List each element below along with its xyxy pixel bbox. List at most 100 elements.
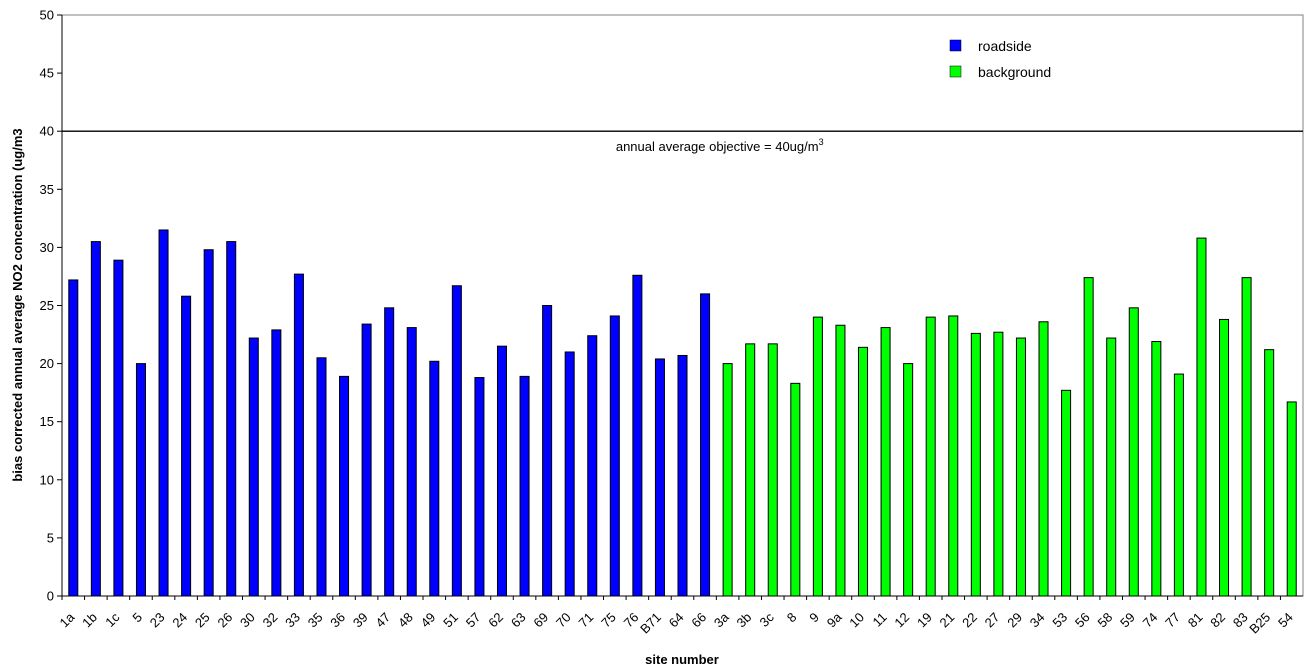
bar-54 xyxy=(1286,401,1297,597)
x-tick-label: 26 xyxy=(215,610,236,631)
x-tick-label: 3a xyxy=(711,609,732,630)
x-tick-label: 56 xyxy=(1072,610,1093,631)
bar-58 xyxy=(1106,337,1117,597)
bar-10 xyxy=(857,346,869,597)
bar-5 xyxy=(135,363,146,597)
bar-56 xyxy=(1083,277,1094,597)
y-tick-label: 0 xyxy=(47,589,54,604)
x-axis: 1a 1b 1c 5 23 24 25 26 30 32 33 35 36 39 47 48 49 51 57 62 6… xyxy=(57,595,1303,637)
objective-label-superscript: 3 xyxy=(819,137,824,147)
bar-1a xyxy=(68,279,79,597)
y-axis: 0 5 10 15 20 25 30 35 40 45 50 xyxy=(40,8,63,604)
x-tick-label: 47 xyxy=(372,610,393,631)
bar-66 xyxy=(700,293,711,597)
y-tick-label: 45 xyxy=(40,66,54,81)
x-tick-label: 77 xyxy=(1162,610,1183,631)
bar-74 xyxy=(1151,341,1162,597)
bar-22 xyxy=(970,332,981,597)
bar-1c xyxy=(113,259,124,597)
bar-3b xyxy=(745,343,756,597)
x-tick-label: 19 xyxy=(914,610,935,631)
x-tick-label: 59 xyxy=(1117,610,1138,631)
x-tick-label: 1c xyxy=(102,609,123,630)
legend-label-roadside: roadside xyxy=(978,38,1032,54)
bar-49 xyxy=(429,360,440,597)
bar-53 xyxy=(1061,389,1072,597)
bar-B71 xyxy=(654,358,665,597)
x-tick-label: 23 xyxy=(147,610,168,631)
x-tick-label: 81 xyxy=(1185,610,1206,631)
bar-8 xyxy=(790,382,801,597)
x-tick-label: 11 xyxy=(870,610,890,630)
x-tick-label: 71 xyxy=(576,610,597,631)
y-tick-label: 50 xyxy=(40,8,54,23)
x-tick-label: 8 xyxy=(784,610,800,626)
x-tick-label: 3c xyxy=(757,609,778,630)
bar-47 xyxy=(384,307,395,597)
x-tick-label: 32 xyxy=(260,610,281,631)
x-tick-label: 82 xyxy=(1207,610,1228,631)
x-tick-label: 1b xyxy=(79,610,100,631)
bar-82 xyxy=(1219,318,1230,597)
x-tick-label: 36 xyxy=(327,610,348,631)
x-tick-label: 66 xyxy=(688,610,709,631)
bar-11 xyxy=(880,327,891,597)
y-tick-label: 20 xyxy=(40,356,54,371)
objective-label: annual average objective = 40ug/m3 xyxy=(616,137,824,154)
bar-25 xyxy=(203,249,214,597)
x-axis-title: site number xyxy=(645,652,719,667)
x-tick-label: B71 xyxy=(637,610,664,637)
x-tick-label: 53 xyxy=(1049,610,1070,631)
bar-76 xyxy=(632,274,643,597)
legend-swatch-background xyxy=(949,65,962,78)
x-tick-label: 58 xyxy=(1094,610,1115,631)
x-tick-label: 1a xyxy=(57,609,78,630)
bar-23 xyxy=(158,229,169,597)
x-tick-label: 54 xyxy=(1275,610,1296,631)
x-tick-label: 12 xyxy=(891,610,912,631)
x-tick-label: 29 xyxy=(1004,610,1025,631)
y-axis-title: bias corrected annual average NO2 concen… xyxy=(10,128,25,481)
objective-label-text: annual average objective = 40ug/m xyxy=(616,139,819,154)
bar-35 xyxy=(316,357,327,597)
bar-27 xyxy=(993,331,1004,597)
bar-39 xyxy=(361,323,372,597)
bar-48 xyxy=(406,327,417,597)
bar-59 xyxy=(1128,307,1139,597)
x-tick-label: 62 xyxy=(485,610,506,631)
bar-1b xyxy=(90,241,101,597)
x-tick-label: 27 xyxy=(982,610,1003,631)
bar-77 xyxy=(1173,373,1184,597)
x-tick-label: B25 xyxy=(1246,610,1273,637)
bar-30 xyxy=(248,337,259,597)
x-tick-label: 75 xyxy=(598,610,619,631)
bar-69 xyxy=(542,305,553,597)
bar-32 xyxy=(271,329,282,597)
x-tick-label: 21 xyxy=(937,610,958,631)
legend-swatch-roadside xyxy=(949,39,962,52)
bar-33 xyxy=(293,273,304,597)
bar-12 xyxy=(903,363,914,597)
legend: roadside background xyxy=(949,38,1051,80)
x-tick-label: 9a xyxy=(824,609,845,630)
x-tick-label: 51 xyxy=(440,610,461,631)
x-tick-label: 69 xyxy=(530,610,551,631)
y-tick-label: 15 xyxy=(40,414,54,429)
bar-34 xyxy=(1038,321,1049,597)
bar-3c xyxy=(767,343,778,597)
x-tick-label: 24 xyxy=(169,610,190,631)
bar-70 xyxy=(564,351,575,597)
x-tick-label: 25 xyxy=(192,610,213,631)
bar-36 xyxy=(339,375,350,597)
x-tick-label: 74 xyxy=(1140,610,1161,631)
x-tick-label: 9 xyxy=(806,610,822,626)
x-tick-label: 70 xyxy=(553,610,574,631)
x-tick-label: 63 xyxy=(508,610,529,631)
bar-24 xyxy=(181,295,192,597)
bar-B25 xyxy=(1264,349,1275,597)
x-tick-label: 10 xyxy=(846,610,867,631)
x-tick-label: 48 xyxy=(395,610,416,631)
bar-71 xyxy=(587,335,598,597)
bar-57 xyxy=(474,377,485,597)
